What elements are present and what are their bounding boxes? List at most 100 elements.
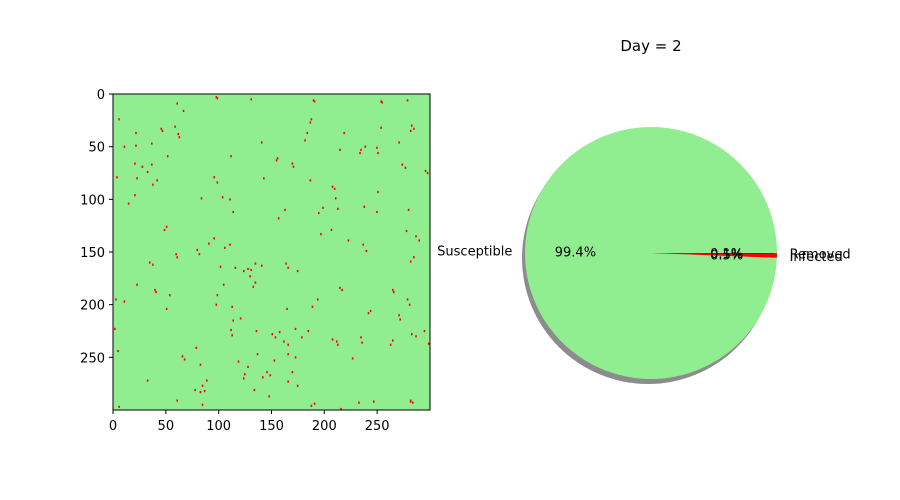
infected-cell <box>165 307 168 311</box>
infected-cell <box>146 379 149 382</box>
infected-cell <box>183 358 186 361</box>
infected-cell <box>201 384 204 387</box>
infected-cell <box>381 101 383 104</box>
y-axis-ticks: 0 50 100 150 200 250 <box>80 88 113 366</box>
infected-cell <box>363 205 366 208</box>
infected-cell <box>148 261 151 264</box>
y-tick-label: 200 <box>80 299 105 314</box>
infected-cell <box>215 303 218 306</box>
infected-cell <box>255 329 258 333</box>
infected-cell <box>151 142 153 145</box>
infected-cell <box>391 288 394 292</box>
infected-cell <box>317 211 320 215</box>
infected-cell <box>123 300 126 303</box>
infected-cell <box>376 146 378 149</box>
infected-cell <box>203 389 206 393</box>
infected-cell <box>208 242 210 245</box>
infected-cell <box>234 266 237 269</box>
infected-cell <box>198 253 201 256</box>
infected-cell <box>182 109 185 112</box>
infected-cell <box>242 269 245 273</box>
infected-cell <box>250 98 252 101</box>
infected-cell <box>287 343 289 346</box>
y-tick-label: 50 <box>88 141 105 156</box>
infected-cell <box>360 148 362 151</box>
pie-slice-susceptible <box>525 126 777 379</box>
infected-cell <box>263 177 265 180</box>
infected-cell <box>117 349 119 353</box>
infected-cell <box>359 151 361 155</box>
infected-cell <box>244 373 246 376</box>
infected-cell <box>341 288 343 292</box>
infected-cell <box>169 294 171 297</box>
chart-title: Day = 2 <box>620 37 681 55</box>
x-axis-ticks: 0 50 100 150 200 250 <box>109 410 390 434</box>
infected-cell <box>309 179 312 182</box>
infected-cell <box>231 305 233 308</box>
infected-cell <box>287 353 289 356</box>
infected-cell <box>337 207 339 210</box>
infected-cell <box>199 363 202 366</box>
infected-cell <box>222 283 225 286</box>
infected-cell <box>322 206 324 209</box>
infected-cell <box>391 339 394 342</box>
infected-cell <box>216 294 219 297</box>
infected-cell <box>232 210 234 214</box>
infected-cell <box>393 290 395 294</box>
infected-cell <box>380 126 382 129</box>
y-tick-label: 100 <box>80 193 105 208</box>
infected-cell <box>141 165 144 168</box>
infected-cell <box>406 298 409 301</box>
infected-cell <box>284 208 286 212</box>
infected-cell <box>194 388 196 392</box>
infected-cell <box>216 97 219 100</box>
infected-cell <box>274 336 277 339</box>
infected-cell <box>118 405 120 408</box>
infected-cell <box>151 163 153 166</box>
infected-cell <box>135 144 137 147</box>
infected-cell <box>294 327 297 331</box>
infected-cell <box>311 305 314 308</box>
infected-cells <box>114 96 430 411</box>
infected-cell <box>176 102 178 105</box>
infected-cell <box>296 384 299 387</box>
infected-cell <box>283 340 285 343</box>
infected-cell <box>242 377 245 380</box>
infected-cell <box>286 307 288 311</box>
infected-cell <box>376 210 378 214</box>
infected-cell <box>334 197 337 200</box>
infected-cell <box>339 148 341 151</box>
infected-cell <box>256 353 259 356</box>
infected-cell <box>306 131 308 135</box>
infected-cell <box>215 96 218 99</box>
infected-cell <box>116 176 118 179</box>
infected-cell <box>367 312 370 315</box>
infected-cell <box>213 176 215 179</box>
infected-cell <box>127 202 130 205</box>
infected-cell <box>176 256 178 259</box>
infected-cell <box>237 360 240 363</box>
infected-cell <box>415 235 417 238</box>
pie-slice-removed <box>651 253 778 254</box>
infected-cell <box>310 404 313 407</box>
infected-cell <box>408 303 411 306</box>
infected-cell <box>260 264 263 267</box>
infected-cell <box>291 162 294 165</box>
infected-cell <box>134 162 136 165</box>
infected-cell <box>377 151 379 155</box>
infected-cell <box>175 253 177 256</box>
x-tick-label: 0 <box>109 419 117 434</box>
infected-cell <box>307 329 310 333</box>
infected-cell <box>250 268 252 272</box>
infected-cell <box>406 99 409 102</box>
infected-cell <box>309 121 312 124</box>
x-tick-label: 200 <box>312 419 337 434</box>
infected-cell <box>312 99 315 102</box>
infected-cell <box>364 145 367 148</box>
infected-cell <box>201 403 204 406</box>
infected-cell <box>287 380 289 383</box>
x-tick-label: 150 <box>259 419 284 434</box>
infected-cell <box>294 356 297 359</box>
infected-cell <box>331 185 334 188</box>
infected-cell <box>409 129 412 133</box>
